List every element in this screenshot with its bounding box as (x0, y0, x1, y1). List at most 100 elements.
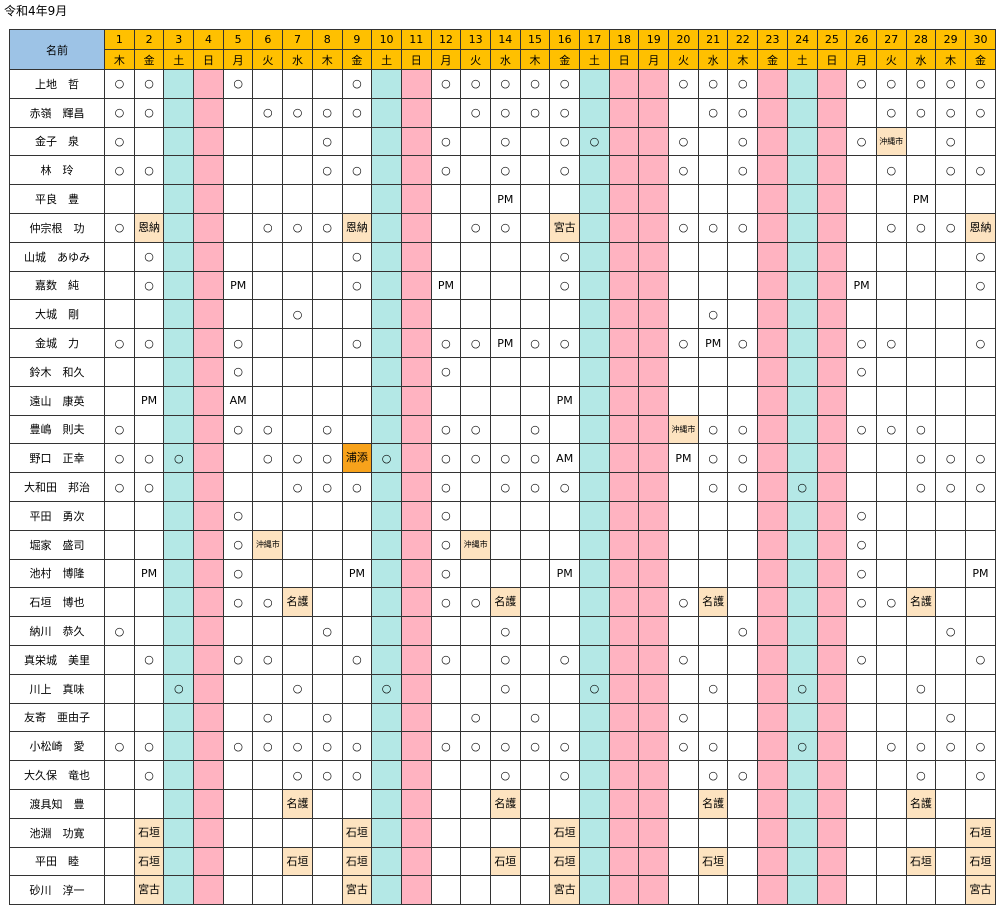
schedule-cell (193, 500, 224, 531)
schedule-cell (668, 760, 699, 790)
schedule-cell (727, 731, 759, 762)
schedule-cell: ○ (519, 69, 551, 99)
schedule-cell (846, 241, 877, 272)
schedule-cell (757, 299, 788, 330)
schedule-cell: ○ (222, 414, 254, 445)
schedule-cell: ○ (579, 126, 610, 157)
schedule-cell (846, 212, 877, 243)
schedule-cell: ○ (697, 97, 729, 128)
schedule-cell: 石垣 (133, 846, 165, 877)
attendance-mark: ○ (945, 106, 956, 120)
schedule-cell (846, 731, 877, 762)
schedule-cell (282, 328, 313, 358)
schedule-cell (163, 875, 195, 906)
schedule-cell (579, 299, 610, 330)
day-number-header: 25 (816, 29, 848, 50)
schedule-cell (489, 414, 521, 445)
schedule-cell (371, 385, 402, 416)
header-weekday-row: 木金土日月火水木金土日月火水木金土日月火水木金土日月火水木金 (10, 49, 997, 70)
schedule-cell: ○ (311, 155, 343, 186)
schedule-cell (964, 299, 997, 330)
schedule-cell (816, 385, 848, 416)
attendance-mark: ○ (470, 422, 481, 436)
schedule-cell (163, 328, 195, 358)
schedule-cell (519, 212, 551, 243)
schedule-cell (846, 299, 877, 330)
schedule-cell: ○ (430, 414, 462, 445)
schedule-cell (193, 328, 224, 358)
schedule-cell (579, 529, 610, 560)
location-label: 名護 (699, 790, 727, 818)
attendance-mark: ○ (233, 653, 243, 667)
schedule-cell (519, 587, 551, 618)
schedule-cell (222, 126, 254, 157)
schedule-cell: ○ (460, 328, 491, 358)
attendance-mark: ○ (441, 422, 451, 436)
schedule-cell (252, 472, 284, 502)
schedule-cell: ○ (875, 69, 907, 99)
schedule-cell (935, 385, 966, 416)
person-name: 納川 恭久 (8, 616, 106, 646)
schedule-cell (222, 817, 254, 848)
schedule-cell: ○ (489, 731, 521, 762)
schedule-cell (193, 817, 224, 848)
attendance-mark: ○ (530, 451, 540, 465)
day-number-header: 17 (579, 29, 610, 50)
attendance-mark: ○ (322, 134, 332, 148)
schedule-cell (193, 126, 224, 157)
attendance-mark: ○ (708, 422, 718, 436)
attendance-mark: ○ (708, 768, 718, 782)
attendance-mark: ○ (886, 336, 897, 350)
attendance-mark: ○ (322, 768, 332, 782)
attendance-mark: ○ (500, 163, 511, 177)
table-row: 赤嶺 輝昌 ○ ○ ○ ○ ○ ○ ○ ○ ○ ○ ○ ○ ○ ○ ○ ○ (8, 97, 997, 128)
schedule-cell (935, 184, 966, 214)
schedule-cell (816, 328, 848, 358)
attendance-mark: ○ (856, 538, 867, 552)
weekday-header: 金 (133, 49, 165, 70)
attendance-mark: ○ (233, 566, 243, 580)
schedule-cell: ○ (252, 587, 284, 618)
schedule-cell (608, 184, 640, 214)
schedule-cell (430, 212, 462, 243)
schedule-cell (816, 875, 848, 906)
schedule-cell (252, 270, 284, 301)
schedule-cell (341, 616, 373, 646)
schedule-cell (222, 212, 254, 243)
schedule-cell (608, 212, 640, 243)
schedule-cell (519, 126, 551, 157)
schedule-cell (579, 846, 610, 877)
attendance-mark: ○ (530, 710, 540, 724)
attendance-mark: ○ (322, 480, 332, 494)
schedule-cell (786, 760, 818, 790)
schedule-cell (727, 788, 759, 819)
attendance-mark: ○ (441, 134, 451, 148)
schedule-cell (311, 788, 343, 819)
schedule-cell (519, 673, 551, 704)
attendance-mark: ○ (233, 365, 243, 379)
schedule-cell (697, 616, 729, 646)
attendance-mark: ○ (559, 77, 570, 91)
person-name: 豊嶋 則夫 (8, 414, 106, 445)
location-label: 恩納 (343, 214, 371, 242)
attendance-mark: ○ (738, 336, 748, 350)
schedule-cell: ○ (430, 529, 462, 560)
schedule-cell (757, 270, 788, 301)
schedule-cell (222, 97, 254, 128)
schedule-cell (608, 616, 640, 646)
attendance-mark: ○ (886, 595, 897, 609)
schedule-cell (816, 97, 848, 128)
table-row: 川上 真味 ○ ○ ○ ○ ○ ○ ○ ○ (8, 673, 997, 704)
attendance-mark: ○ (559, 336, 570, 350)
attendance-mark: ○ (292, 451, 303, 465)
schedule-cell (935, 875, 966, 906)
attendance-mark: ○ (322, 451, 332, 465)
schedule-cell (311, 673, 343, 704)
schedule-cell (757, 126, 788, 157)
attendance-mark: ○ (114, 106, 125, 120)
schedule-cell (311, 587, 343, 618)
schedule-cell: 名護 (905, 587, 937, 618)
schedule-cell (163, 356, 195, 387)
schedule-cell: ○ (935, 69, 966, 99)
schedule-cell: ○ (519, 472, 551, 502)
